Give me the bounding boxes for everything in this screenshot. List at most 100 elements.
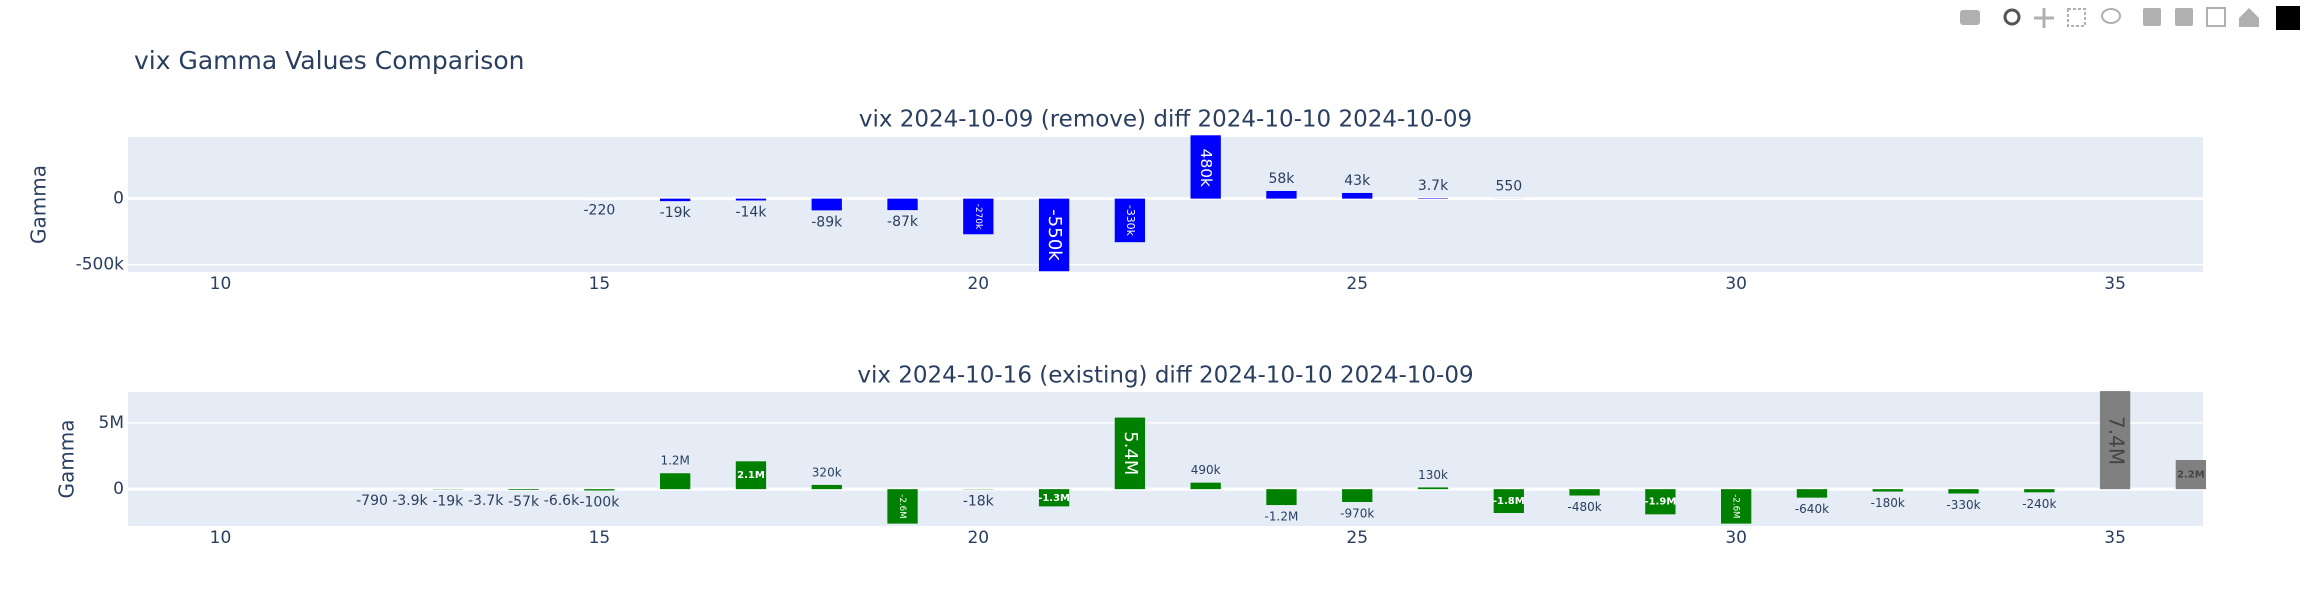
value-label: -6.6k: [544, 493, 580, 509]
lasso-button[interactable]: [2101, 8, 2121, 24]
value-label: -330k: [1124, 205, 1137, 237]
value-label: -3.7k: [468, 493, 504, 509]
value-label: -330k: [1946, 498, 1980, 512]
bar: [887, 489, 918, 524]
value-label: -3.9k: [392, 493, 428, 509]
bar: [1342, 192, 1373, 199]
value-label: 130k: [1418, 468, 1448, 482]
bar: [1417, 487, 1449, 490]
x-tick-label: 20: [967, 528, 989, 548]
zoom-button[interactable]: [2003, 8, 2021, 26]
bar: [584, 489, 615, 491]
value-label: -970k: [1340, 507, 1374, 521]
value-label: 320k: [812, 465, 842, 479]
value-label: -240k: [2022, 497, 2056, 511]
plot-background: [128, 137, 2203, 272]
value-label: 2.1M: [737, 470, 765, 481]
page-title: vix Gamma Values Comparison: [134, 46, 524, 75]
bar: [1190, 482, 1221, 490]
plot-background: [128, 392, 2203, 526]
y-axis-title: Gamma: [55, 420, 79, 499]
value-label: -57k: [508, 494, 540, 510]
pan-button[interactable]: [2034, 8, 2054, 28]
value-label: -19k: [660, 205, 692, 221]
toolbar: [1960, 6, 2300, 30]
bar: [1266, 489, 1297, 506]
value-label: 58k: [1268, 171, 1295, 187]
value-label: 43k: [1344, 173, 1371, 189]
value-label: -790: [356, 493, 388, 509]
value-label: 3.7k: [1418, 178, 1449, 194]
reset-button[interactable]: [2239, 8, 2259, 27]
value-label: 7.4M: [2105, 416, 2129, 465]
subplot-title: vix 2024-10-16 (existing) diff 2024-10-1…: [857, 363, 1473, 389]
value-label: -1.3M: [1038, 493, 1070, 504]
bar: [1721, 489, 1752, 524]
bar: [735, 461, 767, 490]
autoscale-button[interactable]: [2206, 7, 2226, 27]
x-tick-label: 25: [1346, 528, 1368, 548]
bar: [508, 489, 539, 490]
zoom-in-button[interactable]: [2143, 8, 2161, 26]
bar: [1342, 489, 1373, 503]
y-tick-label: -500k: [76, 255, 125, 275]
bar: [887, 198, 918, 211]
x-tick-label: 10: [210, 528, 232, 548]
value-label: -550k: [1044, 209, 1065, 261]
bar: [1114, 417, 1146, 490]
x-tick-label: 15: [589, 274, 611, 294]
bar: [1645, 489, 1676, 515]
value-label: -14k: [735, 204, 767, 220]
bar: [1038, 198, 1070, 272]
bar: [811, 198, 842, 211]
bar: [1796, 489, 1828, 498]
value-label: 490k: [1191, 463, 1221, 477]
x-tick-label: 30: [1725, 274, 1747, 294]
x-tick-label: 35: [2104, 274, 2126, 294]
value-label: -1.9M: [1644, 497, 1676, 508]
value-label: -2.6M: [1731, 494, 1741, 518]
bar: [660, 473, 691, 490]
x-tick-label: 25: [1346, 274, 1368, 294]
value-label: -19k: [432, 493, 464, 509]
x-tick-label: 10: [210, 274, 232, 294]
camera-button[interactable]: [1960, 10, 1980, 25]
bar: [1266, 190, 1297, 199]
box-select-button[interactable]: [2067, 8, 2086, 27]
y-tick-label: 5M: [99, 413, 124, 433]
value-label: -18k: [963, 493, 995, 509]
x-tick-label: 30: [1725, 528, 1747, 548]
value-label: 2.2M: [2177, 470, 2205, 481]
bar: [2024, 489, 2055, 493]
value-label: 5.4M: [1120, 431, 1141, 475]
bar: [2099, 391, 2131, 490]
bar: [1114, 198, 1146, 243]
zoom-out-button[interactable]: [2175, 8, 2193, 26]
bar: [2175, 459, 2207, 490]
value-label: 480k: [1197, 149, 1215, 187]
value-label: 550: [1495, 179, 1522, 195]
bar: [1038, 489, 1070, 507]
bar: [1948, 489, 1979, 494]
value-label: -1.8M: [1493, 496, 1525, 507]
value-label: -100k: [579, 494, 620, 510]
y-tick-label: 0: [113, 479, 124, 499]
value-label: -89k: [811, 214, 843, 230]
bar: [735, 198, 767, 201]
plotly-logo[interactable]: [2276, 6, 2300, 30]
x-tick-label: 15: [589, 528, 611, 548]
bar: [811, 484, 842, 490]
value-label: -270k: [973, 204, 983, 230]
value-label: -220: [583, 203, 615, 219]
value-label: -180k: [1871, 496, 1905, 510]
bar: [963, 198, 994, 235]
bar: [1493, 489, 1524, 514]
value-label: -1.2M: [1265, 510, 1299, 524]
x-tick-label: 35: [2104, 528, 2126, 548]
value-label: 1.2M: [660, 454, 689, 468]
value-label: -2.6M: [897, 494, 907, 518]
bar: [1190, 135, 1221, 199]
bar: [1872, 489, 1903, 492]
subplot-title: vix 2024-10-09 (remove) diff 2024-10-10 …: [859, 107, 1472, 133]
